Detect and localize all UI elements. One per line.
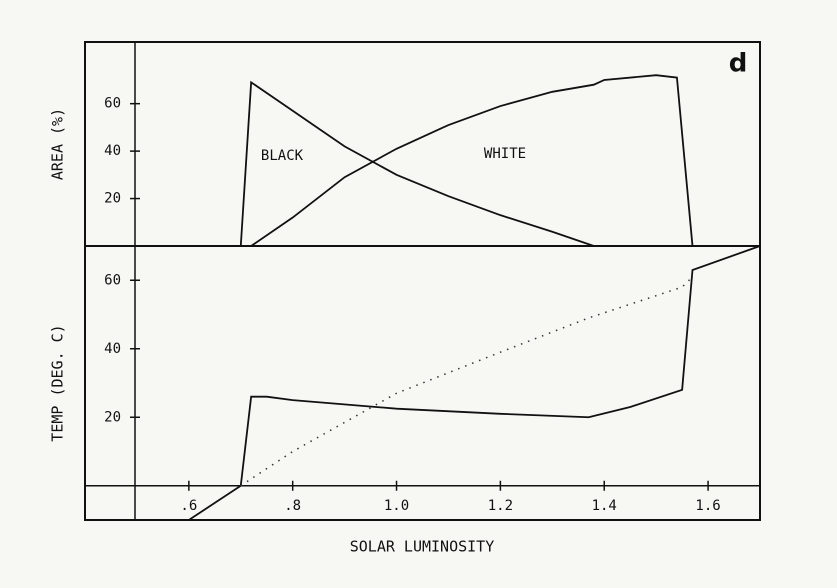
x-tick-label: 1.2: [488, 498, 513, 514]
x-tick-label: 1.0: [384, 498, 409, 514]
annotation: BLACK: [261, 148, 304, 164]
panel-letter: d: [729, 49, 748, 79]
y-axis-label: AREA (%): [49, 108, 67, 180]
x-tick-label: 1.4: [592, 498, 617, 514]
y-tick-label: 20: [104, 409, 121, 425]
y-tick-label: 60: [104, 96, 121, 112]
annotation: WHITE: [484, 146, 526, 162]
y-axis-label: TEMP (DEG. C): [49, 324, 67, 441]
series-line: [239, 80, 595, 247]
y-tick-label: 20: [104, 191, 121, 207]
x-tick-label: .6: [180, 498, 197, 514]
y-tick-label: 40: [104, 143, 121, 159]
frame: [84, 41, 761, 521]
x-tick-label: .8: [284, 498, 301, 514]
x-tick-label: 1.6: [695, 498, 720, 514]
y-tick-label: 60: [104, 272, 121, 288]
series-line: [240, 276, 694, 487]
x-axis-label: SOLAR LUMINOSITY: [350, 538, 495, 556]
series-line: [188, 245, 761, 521]
series-line: [250, 74, 694, 247]
y-tick-label: 40: [104, 341, 121, 357]
